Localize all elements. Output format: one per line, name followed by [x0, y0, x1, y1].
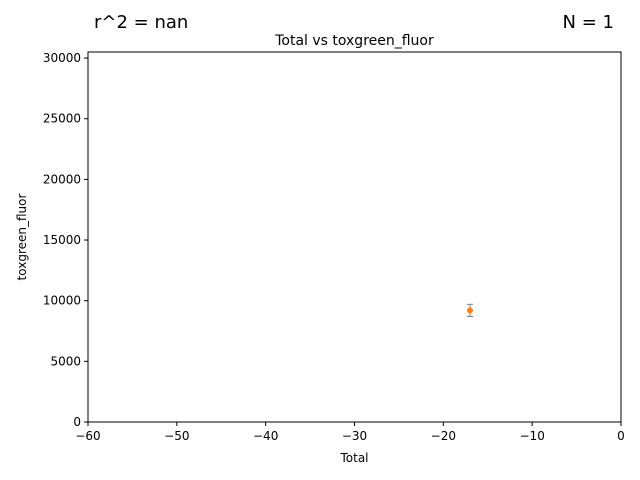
y-tick-label: 20000: [43, 172, 81, 186]
sample-count-annotation: N = 1: [562, 12, 614, 33]
y-axis-label: toxgreen_fluor: [15, 194, 29, 281]
data-point: [466, 307, 473, 314]
y-tick-label: 10000: [43, 294, 81, 308]
chart-title: Total vs toxgreen_fluor: [274, 33, 434, 49]
r-squared-annotation: r^2 = nan: [94, 12, 189, 33]
y-tick-label: 0: [73, 415, 81, 429]
x-tick-label: −50: [164, 429, 189, 443]
x-axis-label: Total: [339, 451, 368, 465]
x-tick-label: −30: [342, 429, 367, 443]
y-tick-label: 5000: [50, 354, 81, 368]
y-tick-label: 30000: [43, 51, 81, 65]
x-tick-label: −10: [520, 429, 545, 443]
x-tick-label: −60: [75, 429, 100, 443]
plot-frame: [87, 51, 622, 423]
x-tick-label: −20: [431, 429, 456, 443]
y-tick-label: 25000: [43, 112, 81, 126]
x-tick-label: −40: [253, 429, 278, 443]
x-tick-label: 0: [617, 429, 625, 443]
y-tick-label: 15000: [43, 233, 81, 247]
